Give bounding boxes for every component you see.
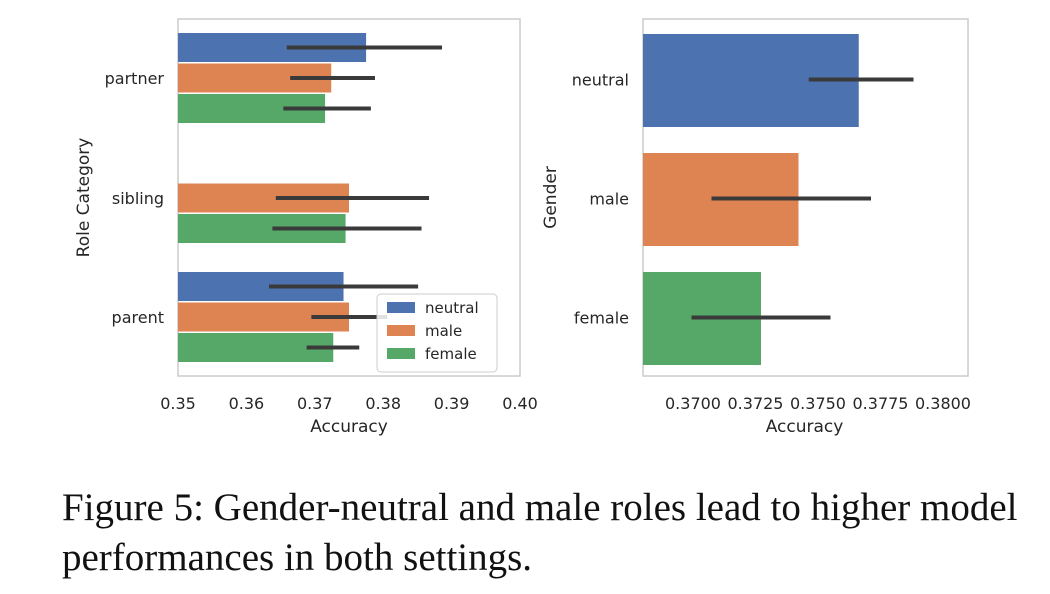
figure-caption: Figure 5: Gender-neutral and male roles … [62, 486, 1018, 579]
x-axis-label: Accuracy [766, 417, 844, 437]
xtick-label: 0.40 [502, 394, 538, 413]
xtick-label: 0.3775 [853, 394, 909, 413]
y-axis-label: Role Category [74, 138, 94, 258]
legend-label-neutral: neutral [425, 299, 479, 317]
role-category-chart: partner sibling parent 0.35 0.36 0.37 0.38 0.39… [74, 18, 538, 437]
xtick-label: 0.3800 [915, 394, 971, 413]
ytick-label-neutral: neutral [572, 71, 629, 90]
legend-swatch-female [387, 348, 415, 359]
ytick-label-male: male [589, 190, 629, 209]
legend-label-female: female [425, 345, 477, 363]
xtick-label: 0.35 [160, 394, 196, 413]
xtick-label: 0.37 [297, 394, 333, 413]
ytick-label-female: female [574, 309, 629, 328]
legend: neutral male female [376, 293, 498, 373]
legend-label-male: male [425, 322, 462, 340]
xtick-label: 0.3700 [665, 394, 721, 413]
ytick-label-partner: partner [105, 69, 165, 88]
y-axis-label: Gender [541, 166, 561, 229]
xtick-label: 0.3725 [728, 394, 784, 413]
xtick-label: 0.36 [229, 394, 265, 413]
gender-chart: neutral male female 0.3700 0.3725 0.3750 0.377… [541, 18, 971, 437]
legend-swatch-neutral [387, 302, 415, 313]
ytick-label-parent: parent [112, 308, 164, 327]
ytick-label-sibling: sibling [112, 189, 164, 208]
xtick-label: 0.38 [365, 394, 401, 413]
figure: partner sibling parent 0.35 0.36 0.37 0.38 0.39… [74, 18, 971, 437]
xtick-label: 0.3750 [790, 394, 846, 413]
legend-swatch-male [387, 325, 415, 336]
x-axis-label: Accuracy [310, 417, 388, 437]
xtick-label: 0.39 [434, 394, 470, 413]
